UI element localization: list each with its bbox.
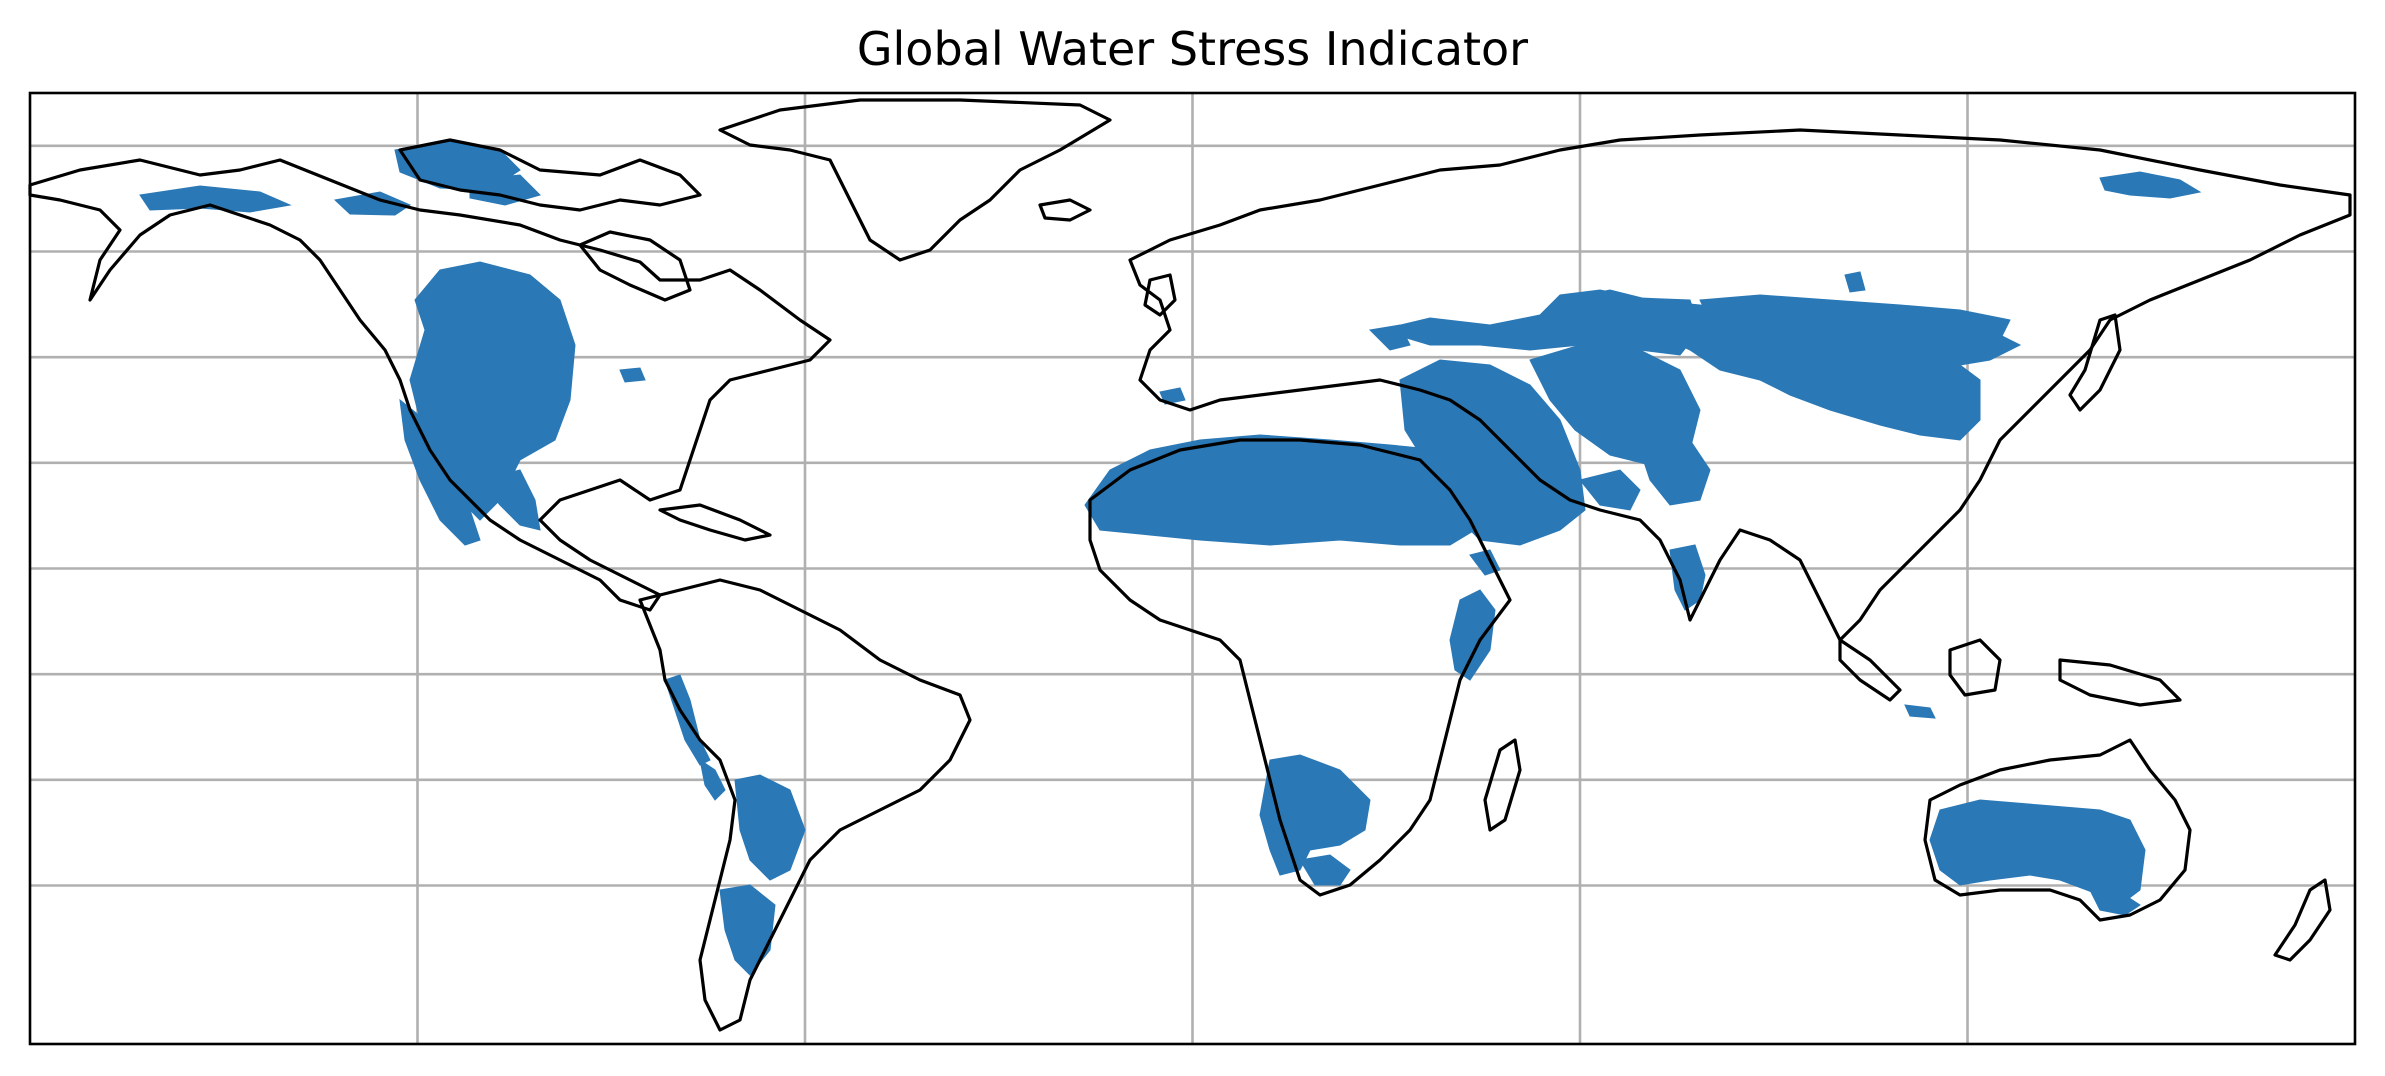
stress-region-east-siberia — [2100, 172, 2200, 198]
stress-region-java — [1905, 705, 1935, 718]
gridlines — [30, 93, 2355, 1044]
coast-new-guinea — [2060, 660, 2180, 705]
coastlines — [30, 100, 2350, 1030]
stress-region-siberia — [1845, 272, 1865, 292]
coast-hudson-bay — [580, 232, 690, 300]
stress-region-texas — [620, 368, 645, 382]
coast-britain — [1145, 275, 1175, 315]
stress-region-pakistan — [1580, 470, 1640, 510]
stress-region-arctic-island — [470, 175, 540, 205]
coast-cuba — [660, 505, 770, 540]
stress-region-afghanistan — [1640, 440, 1710, 505]
coast-madagascar — [1485, 740, 1520, 830]
coast-sumatra — [1840, 640, 1900, 700]
coast-iceland — [1040, 200, 1090, 220]
water-stress-regions — [140, 140, 2200, 975]
coast-greenland — [720, 100, 1110, 260]
coast-new-zealand — [2275, 880, 2330, 960]
stress-region-cape — [1300, 855, 1350, 885]
stress-region-horn-africa — [1450, 590, 1495, 680]
stress-region-argentina — [735, 775, 805, 880]
coast-eurasia — [1130, 130, 2350, 640]
stress-region-patagonia — [720, 885, 775, 975]
coast-borneo — [1950, 640, 2000, 695]
